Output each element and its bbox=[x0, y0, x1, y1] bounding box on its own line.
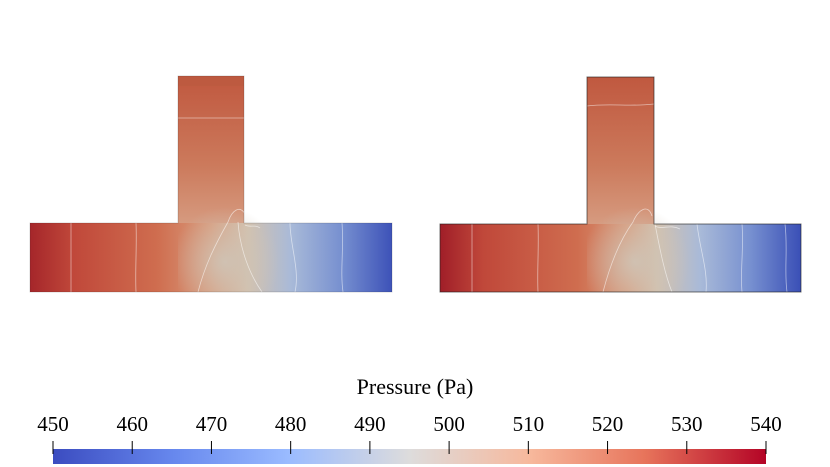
left-pressure-isolines bbox=[70, 117, 344, 293]
left-mixing-zone bbox=[178, 205, 288, 292]
colorbar-tick-label-490: 490 bbox=[354, 412, 386, 436]
left-t-junction-panel bbox=[29, 75, 393, 293]
right-branch-pipe bbox=[587, 77, 654, 227]
colorbar-title: Pressure (Pa) bbox=[357, 374, 474, 399]
colorbar-tick-label-530: 530 bbox=[671, 412, 703, 436]
colorbar-tick-label-460: 460 bbox=[116, 412, 148, 436]
colorbar-tick-label-520: 520 bbox=[592, 412, 624, 436]
colorbar-tick-label-480: 480 bbox=[275, 412, 307, 436]
colorbar-tick-label-510: 510 bbox=[513, 412, 545, 436]
colorbar-tick-label-540: 540 bbox=[750, 412, 782, 436]
colorbar-tick-label-500: 500 bbox=[433, 412, 465, 436]
right-mixing-zone bbox=[587, 205, 697, 292]
colorbar-ticks: 450 460 470 480 490 500 510 520 530 540 bbox=[37, 412, 782, 454]
colorbar-gradient bbox=[53, 449, 766, 464]
colorbar: Pressure (Pa) 450 460 470 480 490 500 510 520 53… bbox=[37, 374, 782, 464]
right-pressure-isolines bbox=[471, 103, 788, 293]
colorbar-tick-label-450: 450 bbox=[37, 412, 69, 436]
left-branch-pipe bbox=[178, 76, 244, 226]
colorbar-tick-label-470: 470 bbox=[196, 412, 228, 436]
right-t-junction-panel bbox=[439, 76, 802, 293]
